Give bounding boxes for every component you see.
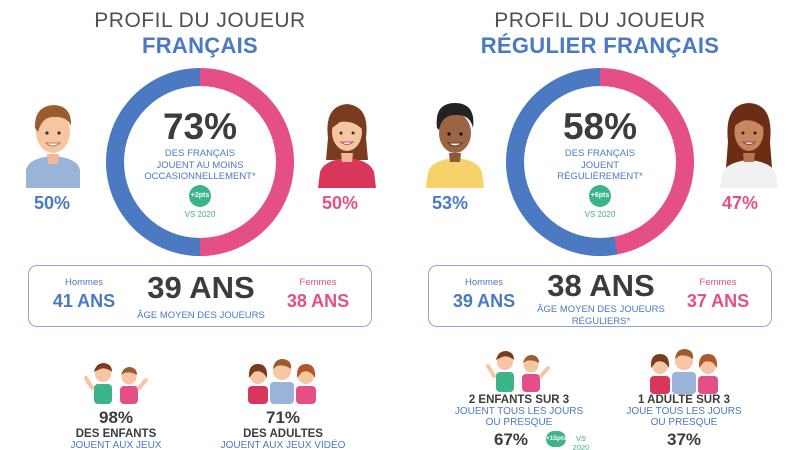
trend-badge: +15pts bbox=[546, 431, 567, 447]
average-age-caption-line: ÂGE MOYEN DES JOUEURS bbox=[537, 304, 665, 315]
children-stat: 98% DES ENFANTS JOUENT AUX JEUX VIDÉO bbox=[54, 408, 178, 450]
center-percent: 73% bbox=[162, 106, 238, 147]
ring-center: 58% DES FRANÇAIS JOUENT RÉGULIÈREMENT* +… bbox=[506, 68, 694, 256]
panel-subtitle: RÉGULIER FRANÇAIS bbox=[480, 33, 720, 58]
adults-stat: 71% DES ADULTES JOUENT AUX JEUX VIDÉO bbox=[218, 408, 348, 450]
adults-icon bbox=[248, 359, 316, 404]
average-age-caption: ÂGE MOYEN DES JOUEURS RÉGULIERS* bbox=[519, 304, 683, 327]
center-caption-line: RÉGULIÈREMENT* bbox=[557, 171, 643, 182]
center-caption-line: DES FRANÇAIS bbox=[564, 148, 636, 159]
woman-avatar-icon bbox=[720, 103, 778, 188]
women-label: Femmes bbox=[299, 277, 337, 288]
average-age-caption: ÂGE MOYEN DES JOUEURS bbox=[119, 310, 283, 322]
center-caption-line: OCCASIONNELLEMENT* bbox=[144, 171, 256, 182]
man-avatar-icon bbox=[426, 103, 484, 188]
men-age: 39 ANS bbox=[452, 291, 516, 311]
panel-title: PROFIL DU JOUEUR bbox=[94, 9, 306, 32]
trend-badge: +2pts bbox=[189, 185, 211, 207]
children-stat-detail: OU PRESQUE bbox=[485, 417, 553, 428]
children-stat-value: 98% bbox=[98, 408, 134, 427]
women-age: 38 ANS bbox=[286, 291, 350, 311]
left-panel: PROFIL DU JOUEUR FRANÇAIS 50% 50% 73% DE… bbox=[26, 9, 376, 450]
center-caption-line: JOUENT bbox=[581, 159, 619, 171]
men-percent: 50% bbox=[34, 193, 71, 213]
children-icon bbox=[84, 363, 148, 404]
vs-year-label: VS 2020 bbox=[584, 210, 616, 219]
average-age-box: Hommes 39 ANS 38 ANS ÂGE MOYEN DES JOUEU… bbox=[428, 265, 772, 327]
man-avatar-icon bbox=[26, 105, 80, 188]
children-stat-line: 2 ENFANTS SUR 3 bbox=[468, 394, 570, 406]
adults-stat-line: DES ADULTES bbox=[243, 428, 323, 440]
adults-stat-value: 37% bbox=[666, 430, 702, 449]
adults-stat: 1 ADULTE SUR 3 JOUE TOUS LES JOURS OU PR… bbox=[614, 394, 754, 450]
adults-stat-detail: JOUE TOUS LES JOURS bbox=[626, 406, 742, 417]
center-caption: DES FRANÇAIS JOUENT RÉGULIÈREMENT* bbox=[530, 148, 670, 183]
right-panel: PROFIL DU JOUEUR RÉGULIER FRANÇAIS 53% 4… bbox=[400, 0, 800, 450]
children-stat-value: 67% bbox=[494, 430, 529, 449]
children-icon bbox=[486, 351, 550, 392]
adults-stat-detail: JOUENT AUX JEUX VIDÉO bbox=[220, 440, 346, 450]
center-caption: DES FRANÇAIS JOUENT AU MOINS OCCASIONNEL… bbox=[130, 148, 270, 183]
average-age-caption-line: ÂGE MOYEN DES JOUEURS bbox=[137, 310, 265, 321]
gender-ring-chart bbox=[106, 68, 294, 256]
children-stat-value-row: 67% +15pts VS 2020 bbox=[444, 428, 594, 450]
women-percent: 47% bbox=[722, 193, 759, 213]
vs-year-label: VS 2020 bbox=[572, 434, 590, 450]
children-stat-detail: JOUENT AUX JEUX VIDÉO bbox=[70, 440, 162, 450]
center-caption-line: DES FRANÇAIS bbox=[164, 148, 236, 159]
children-stat: 2 ENFANTS SUR 3 JOUENT TOUS LES JOURS OU… bbox=[444, 394, 594, 450]
children-stat-detail: JOUENT TOUS LES JOURS bbox=[454, 406, 584, 417]
men-label: Hommes bbox=[64, 277, 103, 288]
adults-stat-line: 1 ADULTE SUR 3 bbox=[637, 394, 730, 406]
panel-title: PROFIL DU JOUEUR bbox=[494, 9, 706, 32]
trend-badge: +6pts bbox=[589, 185, 611, 207]
average-age-caption-line: RÉGULIERS* bbox=[571, 315, 631, 327]
center-caption-line: JOUENT AU MOINS bbox=[156, 159, 244, 171]
woman-avatar-icon bbox=[318, 104, 376, 188]
women-label: Femmes bbox=[699, 277, 737, 288]
vs-year-label: VS 2020 bbox=[184, 210, 216, 219]
children-stat-line: DES ENFANTS bbox=[75, 428, 157, 440]
adults-stat-detail: OU PRESQUE bbox=[650, 417, 718, 428]
ring-center: 73% DES FRANÇAIS JOUENT AU MOINS OCCASIO… bbox=[106, 68, 294, 256]
women-percent: 50% bbox=[322, 193, 359, 213]
average-age: 39 ANS bbox=[147, 270, 255, 305]
adults-icon bbox=[650, 349, 718, 394]
gender-ring-chart bbox=[506, 68, 694, 256]
men-label: Hommes bbox=[464, 277, 503, 288]
center-percent: 58% bbox=[562, 106, 638, 147]
women-age: 37 ANS bbox=[686, 291, 750, 311]
average-age-box: Hommes 41 ANS 39 ANS ÂGE MOYEN DES JOUEU… bbox=[28, 265, 372, 327]
men-age: 41 ANS bbox=[52, 291, 116, 311]
average-age: 38 ANS bbox=[547, 268, 655, 303]
panel-subtitle: FRANÇAIS bbox=[141, 33, 259, 58]
men-percent: 53% bbox=[432, 193, 469, 213]
adults-stat-value: 71% bbox=[265, 408, 301, 427]
